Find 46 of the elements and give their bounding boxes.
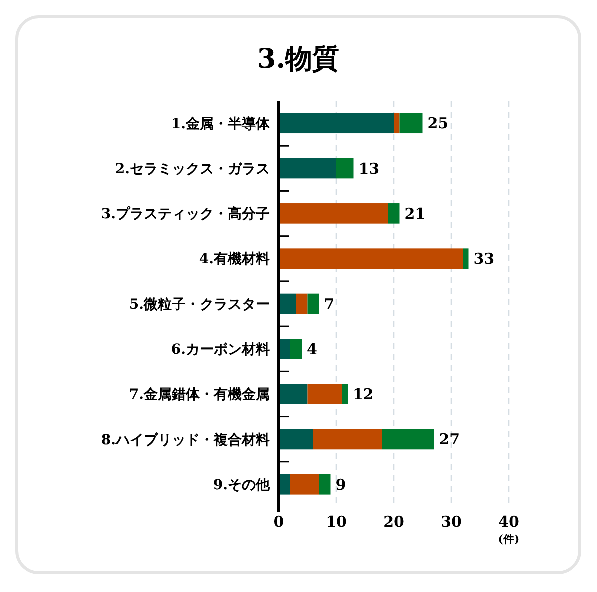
bar — [382, 429, 434, 450]
bar — [290, 474, 320, 495]
y-tick-label: 8.ハイブリッド・複合材料 — [101, 431, 270, 448]
bar — [314, 429, 382, 450]
bar — [342, 384, 348, 404]
total-label: 21 — [404, 204, 426, 223]
bar — [279, 384, 308, 404]
total-label: 33 — [474, 250, 495, 268]
x-tick-label: 10 — [326, 513, 347, 531]
bar — [308, 384, 342, 404]
y-tick-label: 7.金属錯体・有機金属 — [129, 387, 270, 404]
x-tick-label: 30 — [441, 513, 462, 531]
bar — [296, 294, 308, 314]
total-label: 9 — [336, 476, 346, 494]
total-label: 4 — [307, 340, 318, 358]
total-label: 27 — [439, 430, 460, 449]
bar — [279, 294, 296, 314]
chart-title: 3.物質 — [257, 44, 340, 75]
y-tick-label: 9.その他 — [213, 478, 271, 494]
bar — [400, 113, 423, 134]
y-tick-label: 4.有機材料 — [199, 252, 270, 268]
bar — [463, 248, 469, 269]
bar — [388, 204, 400, 224]
bar — [319, 474, 331, 495]
y-tick-label: 1.金属・半導体 — [171, 115, 271, 132]
total-label: 12 — [353, 386, 374, 404]
bar — [279, 204, 388, 224]
y-tick-label: 6.カーボン材料 — [171, 342, 270, 358]
x-tick-label: 0 — [274, 513, 284, 531]
bar — [336, 158, 354, 179]
total-label: 25 — [428, 114, 449, 133]
bar — [308, 294, 320, 314]
total-label: 7 — [324, 295, 335, 314]
y-tick-label: 3.プラスティック・高分子 — [101, 206, 270, 223]
bar — [279, 429, 314, 450]
y-tick-label: 5.微粒子・クラスター — [129, 296, 270, 313]
x-tick-label: 40 — [498, 513, 520, 531]
bar — [290, 339, 302, 360]
bar — [394, 113, 400, 134]
y-tick-label: 2.セラミックス・ガラス — [115, 161, 270, 178]
bar — [279, 248, 463, 269]
total-label: 13 — [358, 160, 380, 178]
bar — [279, 113, 394, 134]
x-axis-title: (件) — [498, 533, 520, 546]
bar — [279, 158, 336, 179]
x-tick-label: 20 — [384, 513, 404, 531]
